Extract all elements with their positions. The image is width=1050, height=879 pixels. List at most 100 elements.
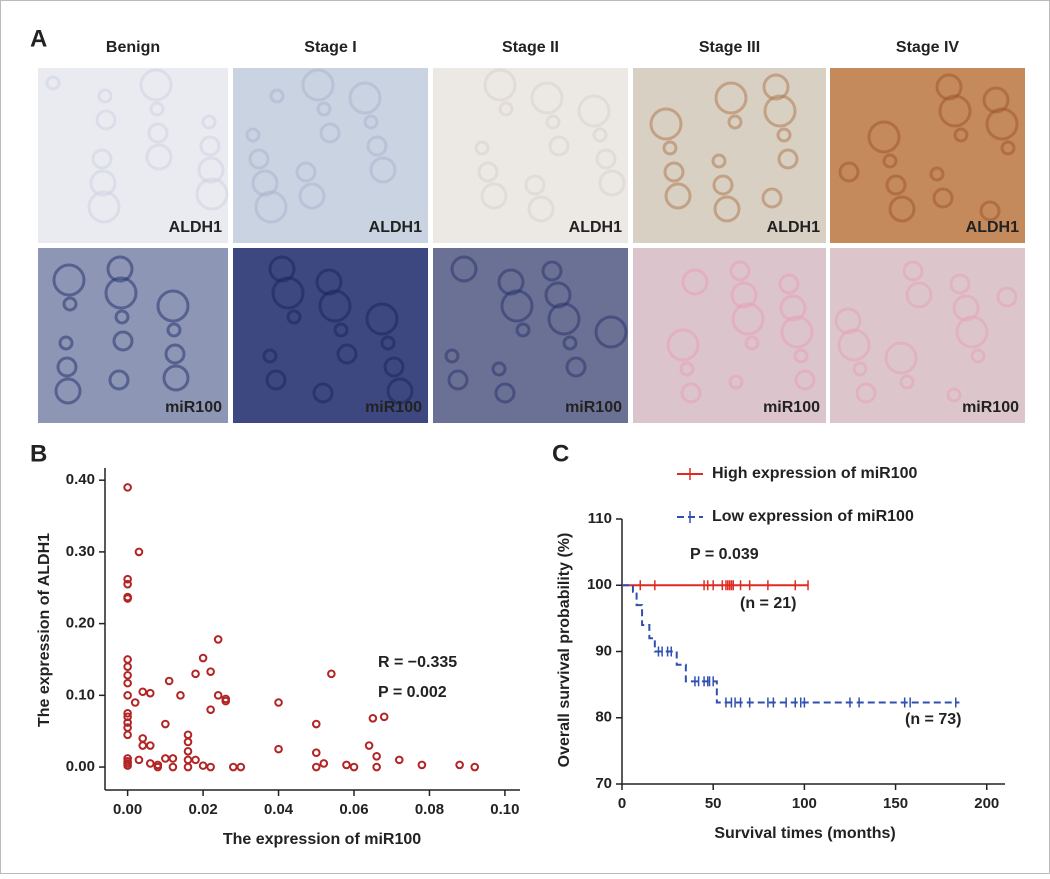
texture xyxy=(664,182,692,210)
texture xyxy=(199,135,221,157)
texture xyxy=(195,177,229,211)
texture xyxy=(666,328,700,362)
point xyxy=(198,653,208,663)
texture xyxy=(164,343,186,365)
point xyxy=(161,719,170,729)
texture xyxy=(952,294,980,322)
micrograph xyxy=(233,68,428,243)
marker-label: miR100 xyxy=(763,399,820,416)
texture xyxy=(248,148,270,170)
point xyxy=(394,755,404,765)
marker-label: miR100 xyxy=(165,399,222,416)
texture xyxy=(935,73,963,101)
micrograph xyxy=(38,248,228,423)
texture xyxy=(867,120,901,154)
point xyxy=(364,741,374,750)
y-tick-label: 0.40 xyxy=(66,471,95,488)
point xyxy=(372,751,381,761)
x-tick-label: 0.06 xyxy=(339,801,368,818)
texture xyxy=(201,114,217,130)
texture xyxy=(595,148,617,170)
point xyxy=(368,713,378,723)
y-tick-label: 100 xyxy=(587,576,612,593)
micrograph xyxy=(633,68,826,243)
panel-label: B xyxy=(30,440,47,467)
texture xyxy=(761,187,783,209)
texture xyxy=(905,281,933,309)
panel-label: A xyxy=(30,25,47,52)
x-axis-title: The expression of miR100 xyxy=(223,831,421,848)
image-grid xyxy=(38,68,1025,423)
point xyxy=(123,761,132,770)
marker-label: ALDH1 xyxy=(966,219,1019,236)
texture xyxy=(729,260,751,282)
point xyxy=(145,741,155,750)
texture xyxy=(780,315,814,349)
texture xyxy=(95,109,117,131)
texture xyxy=(979,200,1001,222)
point xyxy=(206,667,215,676)
texture xyxy=(970,348,986,364)
texture xyxy=(598,169,626,197)
texture xyxy=(882,153,898,169)
point xyxy=(183,737,193,747)
texture xyxy=(565,356,587,378)
texture xyxy=(450,255,478,283)
texture xyxy=(365,302,399,336)
texture xyxy=(58,335,74,351)
texture xyxy=(251,169,279,197)
texture xyxy=(527,195,555,223)
x-tick-label: 0.00 xyxy=(113,801,142,818)
texture xyxy=(497,268,525,296)
point xyxy=(130,698,140,707)
point xyxy=(213,635,223,644)
point xyxy=(123,594,132,603)
point xyxy=(327,669,336,679)
texture xyxy=(779,294,807,322)
texture xyxy=(245,127,261,143)
texture xyxy=(793,348,809,364)
y-axis-title: Overall survival probability (%) xyxy=(556,533,573,768)
texture xyxy=(714,81,748,115)
texture xyxy=(562,335,578,351)
point xyxy=(379,712,389,722)
texture xyxy=(316,101,332,117)
texture xyxy=(838,161,860,183)
texture xyxy=(298,182,326,210)
texture xyxy=(383,356,405,378)
texture xyxy=(794,369,816,391)
texture xyxy=(480,182,508,210)
texture xyxy=(852,361,868,377)
point xyxy=(123,579,132,589)
texture xyxy=(777,148,799,170)
micrograph xyxy=(830,68,1025,243)
y-tick-label: 80 xyxy=(595,709,612,726)
point xyxy=(183,746,193,756)
texture xyxy=(477,161,499,183)
point xyxy=(221,696,231,706)
y-tick-label: 0.20 xyxy=(66,615,95,632)
texture xyxy=(711,153,727,169)
texture xyxy=(104,276,138,310)
texture xyxy=(884,341,918,375)
texture xyxy=(149,101,165,117)
point xyxy=(311,762,321,772)
texture xyxy=(681,268,709,296)
marker-label: miR100 xyxy=(962,399,1019,416)
point xyxy=(123,718,132,727)
point xyxy=(123,708,132,718)
point xyxy=(123,730,132,740)
column-header: Stage III xyxy=(699,39,760,56)
y-tick-label: 90 xyxy=(595,642,612,659)
texture xyxy=(97,88,113,104)
x-tick-label: 0 xyxy=(618,795,626,812)
y-tick-label: 0.10 xyxy=(66,686,95,703)
point xyxy=(164,676,174,686)
micrograph xyxy=(830,248,1025,423)
texture xyxy=(727,114,743,130)
annotation: (n = 73) xyxy=(905,711,961,728)
annotation: P = 0.002 xyxy=(378,684,447,701)
texture xyxy=(145,143,173,171)
texture xyxy=(996,286,1018,308)
point xyxy=(206,762,215,772)
